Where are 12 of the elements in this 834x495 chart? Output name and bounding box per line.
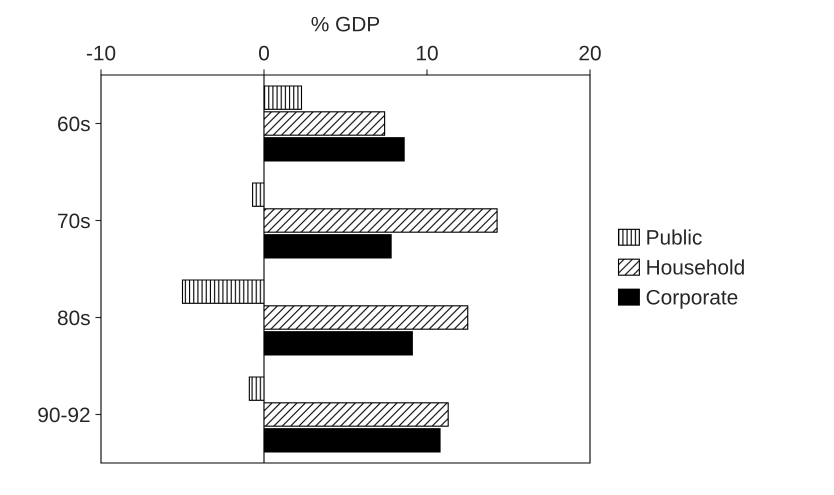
y-tick-label: 70s xyxy=(58,214,90,228)
y-tick-label: 60s xyxy=(58,116,90,132)
x-tick-label: 10 xyxy=(417,46,438,60)
x-tick-label: 20 xyxy=(579,46,601,60)
y-tick-label: 90-92 xyxy=(38,408,90,422)
legend-label: Public xyxy=(647,229,702,245)
x-axis-title: % GDP xyxy=(312,16,380,32)
legend-label: Corporate xyxy=(646,290,738,309)
x-tick-label: 0 xyxy=(259,46,269,60)
y-tick-label: 80s xyxy=(58,310,90,326)
x-tick-label: -10 xyxy=(86,46,116,60)
legend-label: Household xyxy=(647,259,744,275)
